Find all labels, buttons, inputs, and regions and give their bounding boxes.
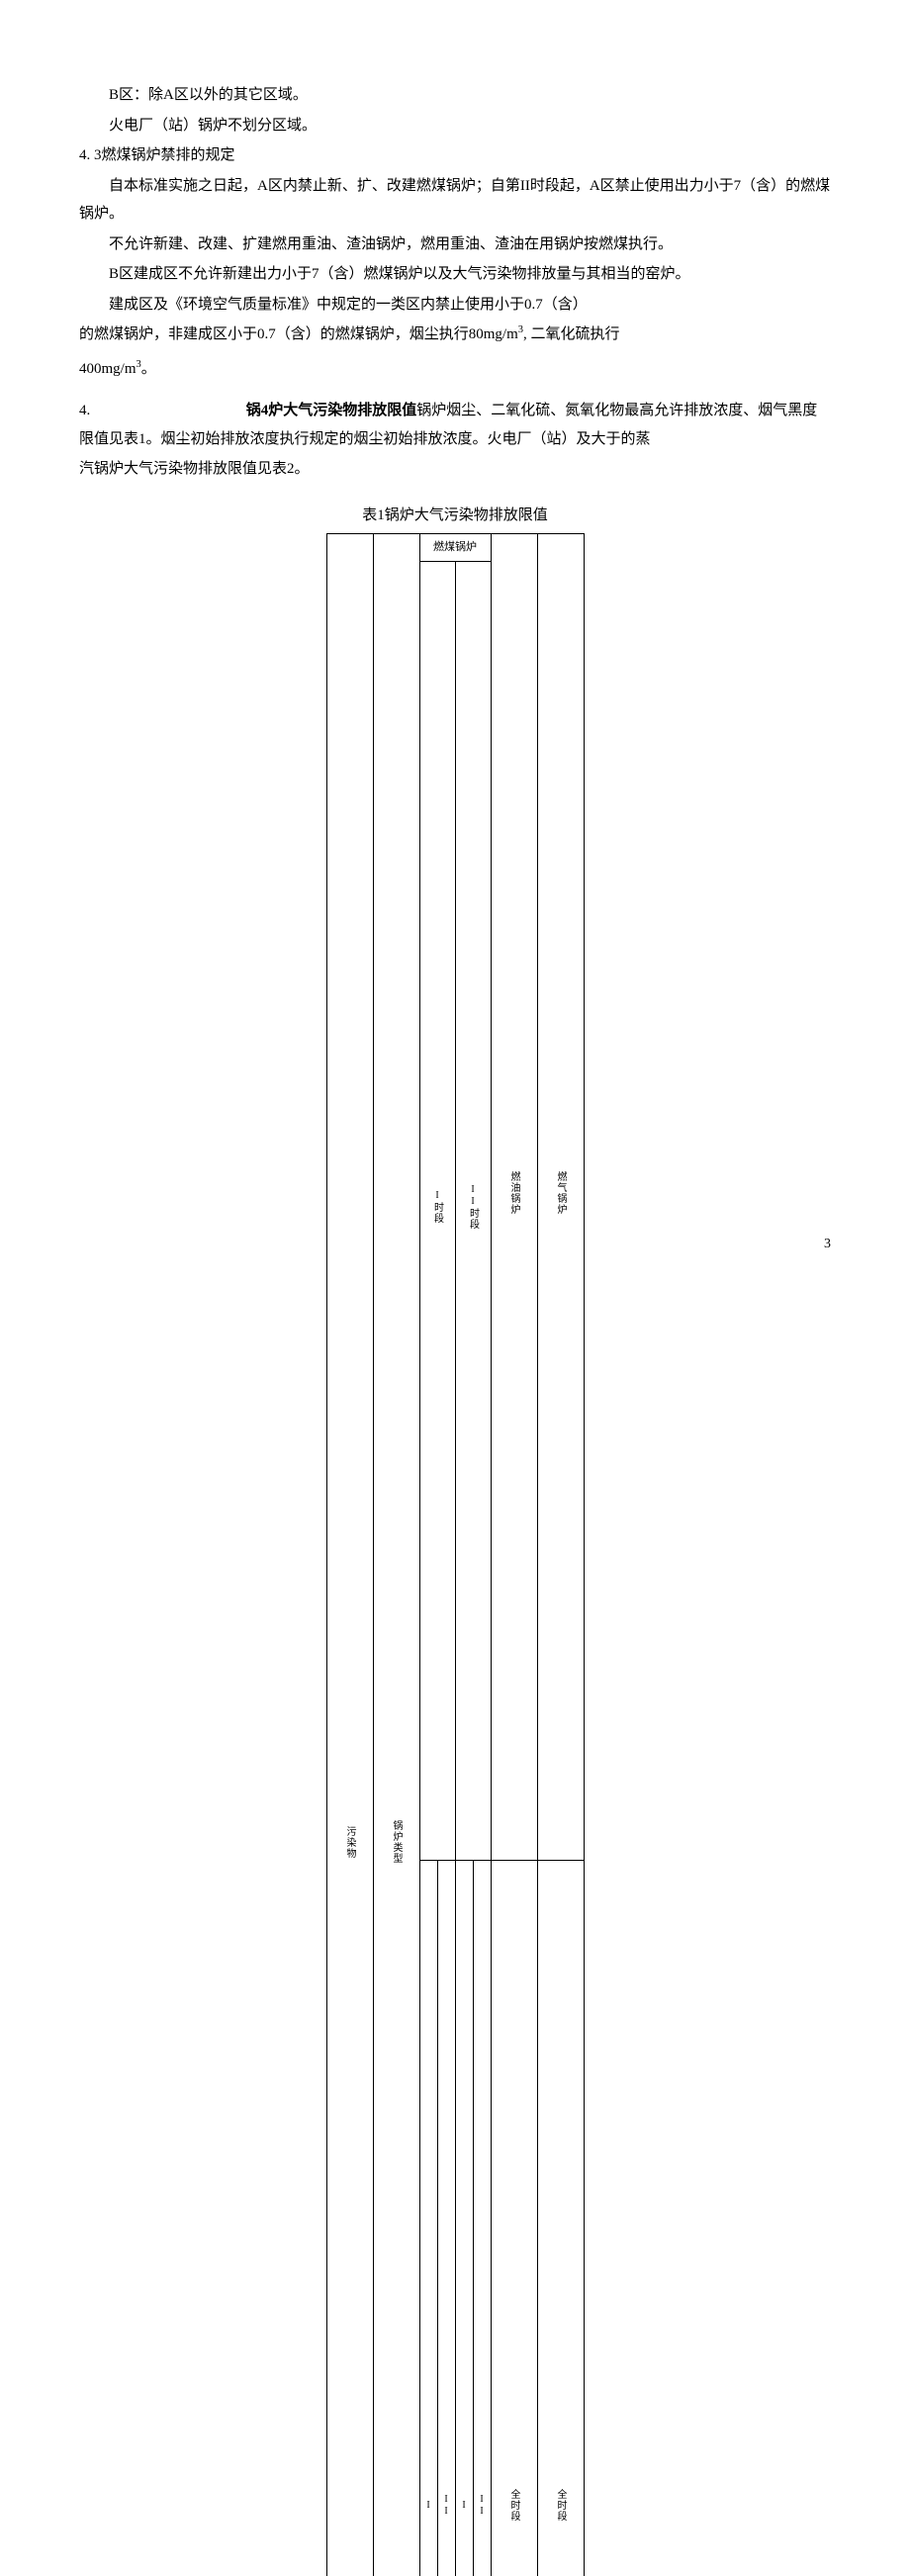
- table1-title: 表1锅炉大气污染物排放限值: [79, 502, 831, 530]
- section-4-line2: 汽锅炉大气污染物排放限值见表2。: [79, 455, 831, 484]
- paragraph-ban-1: 自本标准实施之日起，A区内禁止新、扩、改建燃煤锅炉；自第II时段起，A区禁止使用…: [79, 172, 831, 229]
- section-4-body: 锅炉烟尘、二氧化硫、氮氧化物最高允许排放浓度、烟气黑度限值见表1。烟尘初始排放浓…: [79, 403, 817, 447]
- paragraph-ban-2: 不允许新建、改建、扩建燃用重油、渣油锅炉，燃用重油、渣油在用锅炉按燃煤执行。: [79, 230, 831, 259]
- th-phase-1: I时段: [432, 563, 443, 1851]
- th-sub: II: [441, 1862, 452, 2576]
- text-run: , 二氧化硫执行: [523, 326, 620, 342]
- th-coal: 燃煤锅炉: [433, 541, 477, 553]
- text-run: 。: [141, 361, 156, 377]
- heading-4-3: 4. 3燃煤锅炉禁排的规定: [79, 141, 831, 170]
- text-run: 的燃煤锅炉，非建成区小于0.7（含）的燃煤锅炉，烟尘执行80mg/m: [79, 326, 518, 342]
- text-run: 400mg/m: [79, 361, 136, 377]
- th-pollutant: 污染物: [344, 1198, 355, 2486]
- th-sub: I: [423, 1862, 434, 2576]
- section-4-title-bold: 锅4炉大气污染物排放限值: [246, 403, 417, 418]
- paragraph-power-plant: 火电厂（站）锅炉不划分区域。: [79, 112, 831, 140]
- paragraph-ban-4b: 的燃煤锅炉，非建成区小于0.7（含）的燃煤锅炉，烟尘执行80mg/m3, 二氧化…: [79, 321, 831, 349]
- th-all-phase: 全时段: [508, 1862, 519, 2576]
- th-oil: 燃油锅炉: [508, 549, 519, 1837]
- paragraph-b-zone: B区：除A区以外的其它区域。: [79, 81, 831, 110]
- th-phase-2: II时段: [468, 563, 479, 1851]
- th-sub: II: [477, 1862, 488, 2576]
- section-number: 4.: [79, 403, 90, 418]
- th-all-phase: 全时段: [555, 1862, 566, 2576]
- section-4-emission-limits: 4. 锅4炉大气污染物排放限值锅炉烟尘、二氧化硫、氮氧化物最高允许排放浓度、烟气…: [79, 397, 831, 453]
- th-gas: 燃气锅炉: [555, 549, 566, 1837]
- paragraph-ban-4c: 400mg/m3。: [79, 355, 831, 384]
- paragraph-ban-4a: 建成区及《环境空气质量标准》中规定的一类区内禁止使用小于0.7（含）: [79, 291, 831, 320]
- paragraph-ban-3: B区建成区不允许新建出力小于7（含）燃煤锅炉以及大气污染物排放量与其相当的窑炉。: [79, 260, 831, 289]
- table1-emission-limits: 污染物 锅炉类型 燃煤锅炉 燃油锅炉 燃气锅炉 I时段 II时段 I II I …: [326, 533, 585, 2576]
- th-boiler-type: 锅炉类型: [391, 1198, 402, 2486]
- page-number: 3: [824, 1232, 831, 1258]
- th-sub: I: [459, 1862, 470, 2576]
